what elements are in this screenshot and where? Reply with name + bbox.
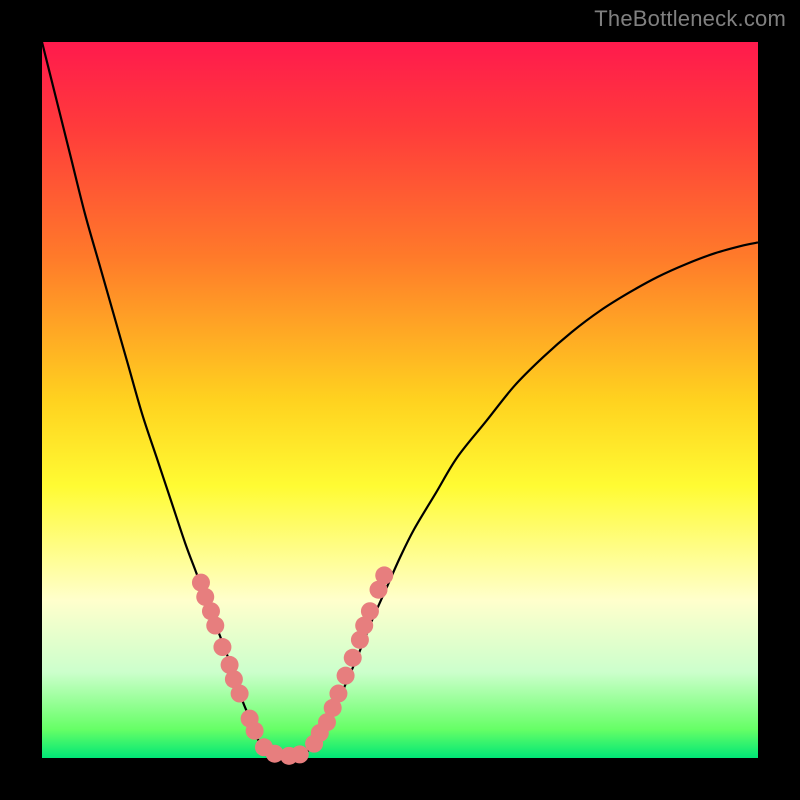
marker-dot [231, 685, 249, 703]
marker-dot [213, 638, 231, 656]
marker-dot [246, 722, 264, 740]
marker-dot [206, 617, 224, 635]
chart-stage: TheBottleneck.com [0, 0, 800, 800]
marker-dot [361, 602, 379, 620]
marker-dot [344, 649, 362, 667]
marker-dot [291, 745, 309, 763]
plot-background [42, 42, 758, 758]
chart-svg [0, 0, 800, 800]
marker-dot [375, 566, 393, 584]
marker-dot [337, 667, 355, 685]
marker-dot [329, 685, 347, 703]
watermark-text: TheBottleneck.com [594, 6, 786, 32]
